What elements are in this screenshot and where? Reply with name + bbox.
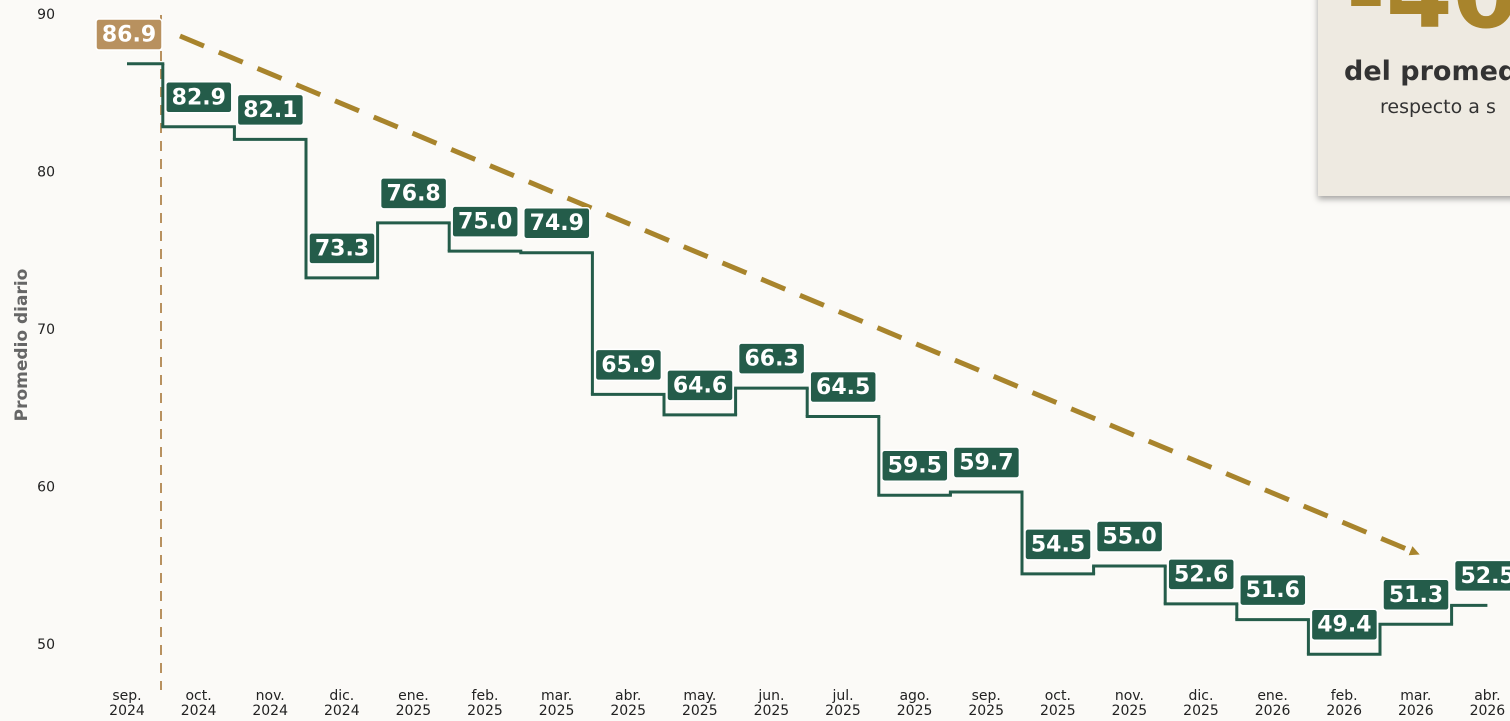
y-axis-title: Promedio diario bbox=[12, 269, 32, 422]
x-tick-label: feb. 2026 bbox=[1326, 688, 1362, 719]
value-label: 64.5 bbox=[809, 370, 877, 404]
x-tick-label: mar. 2025 bbox=[538, 688, 575, 719]
value-label: 66.3 bbox=[737, 342, 806, 375]
value-label: 49.4 bbox=[1310, 608, 1379, 641]
y-tick-label: 70 bbox=[37, 322, 55, 338]
y-tick-label: 90 bbox=[37, 7, 55, 23]
x-tick-label: nov. 2024 bbox=[252, 688, 288, 719]
value-label: 76.8 bbox=[379, 177, 448, 210]
value-label: 52.6 bbox=[1167, 558, 1235, 591]
x-tick-label: sep. 2025 bbox=[968, 688, 1004, 719]
x-tick-label: oct. 2024 bbox=[180, 688, 217, 719]
y-tick-label: 80 bbox=[37, 164, 55, 180]
y-tick-label: 50 bbox=[37, 637, 55, 653]
value-label: 75.0 bbox=[451, 205, 519, 238]
value-label-box bbox=[666, 369, 734, 402]
value-label-text: 82.1 bbox=[243, 98, 297, 123]
value-label-box bbox=[95, 18, 163, 51]
headline-card: -40 del promed respecto a s bbox=[1318, 0, 1510, 196]
value-label: 55.0 bbox=[1095, 520, 1164, 553]
x-tick-label: ene. 2026 bbox=[1254, 688, 1291, 719]
value-label-text: 52.5 bbox=[1460, 564, 1510, 589]
value-label-text: 51.6 bbox=[1246, 578, 1300, 603]
x-tick-label: feb. 2025 bbox=[467, 688, 503, 719]
headline-text: del promed bbox=[1344, 56, 1510, 87]
x-tick-label: dic. 2025 bbox=[1183, 688, 1219, 719]
value-label: 74.9 bbox=[523, 206, 591, 240]
value-label-text: 64.6 bbox=[673, 373, 727, 398]
value-label-box bbox=[594, 348, 663, 382]
value-label-text: 66.3 bbox=[744, 347, 798, 372]
value-label-box bbox=[308, 232, 376, 265]
x-tick-label: abr. 2026 bbox=[1469, 688, 1506, 719]
x-tick-label: nov. 2025 bbox=[1111, 688, 1148, 719]
value-label-text: 86.9 bbox=[102, 23, 156, 48]
x-tick-label: dic. 2024 bbox=[323, 688, 360, 719]
value-label-text: 65.9 bbox=[601, 353, 655, 378]
value-label: 82.1 bbox=[236, 93, 305, 127]
value-label-box bbox=[451, 205, 519, 238]
x-tick-label: jun. 2025 bbox=[753, 688, 790, 719]
value-label-text: 75.0 bbox=[458, 210, 512, 235]
value-label-text: 59.5 bbox=[888, 454, 942, 479]
value-label-box bbox=[1239, 573, 1307, 607]
value-label-box bbox=[1095, 520, 1164, 553]
value-label-box bbox=[523, 206, 591, 240]
value-label: 86.9 bbox=[95, 18, 163, 51]
value-label-text: 51.3 bbox=[1389, 583, 1443, 608]
value-label: 51.6 bbox=[1239, 573, 1307, 607]
value-label-box bbox=[1024, 528, 1092, 561]
value-label-box bbox=[1382, 578, 1450, 612]
headline: -40 bbox=[1346, 0, 1510, 50]
y-tick-label: 60 bbox=[37, 479, 55, 495]
value-label-box bbox=[881, 449, 949, 482]
value-label-box bbox=[1310, 608, 1379, 641]
value-label: 59.5 bbox=[881, 449, 949, 482]
x-tick-label: abr. 2025 bbox=[610, 688, 646, 719]
value-label: 54.5 bbox=[1024, 528, 1092, 561]
value-label: 82.9 bbox=[165, 81, 233, 114]
value-label-text: 49.4 bbox=[1317, 613, 1371, 638]
x-tick-label: ago. 2025 bbox=[896, 688, 933, 719]
value-label-text: 52.6 bbox=[1174, 562, 1228, 587]
value-label-box bbox=[236, 93, 305, 127]
x-tick-label: sep. 2024 bbox=[109, 688, 145, 719]
x-tick-label: oct. 2025 bbox=[1039, 688, 1076, 719]
value-label-text: 64.5 bbox=[816, 375, 870, 400]
value-label-text: 54.5 bbox=[1031, 532, 1085, 557]
value-label-text: 74.9 bbox=[530, 211, 584, 236]
value-label-text: 73.3 bbox=[315, 236, 369, 261]
value-label-text: 82.9 bbox=[172, 85, 226, 110]
value-label-box bbox=[165, 81, 233, 114]
value-label-box bbox=[1453, 559, 1510, 593]
value-label-box bbox=[952, 446, 1021, 479]
value-label: 73.3 bbox=[308, 232, 376, 265]
value-label: 51.3 bbox=[1382, 578, 1450, 612]
trend-arrow bbox=[179, 33, 1420, 556]
value-label: 65.9 bbox=[594, 348, 663, 382]
x-tick-label: may. 2025 bbox=[681, 688, 718, 719]
x-tick-label: mar. 2026 bbox=[1397, 688, 1434, 719]
value-label: 52.5 bbox=[1453, 559, 1510, 593]
headline-subtext: respecto a s bbox=[1380, 96, 1496, 118]
value-label-text: 55.0 bbox=[1102, 525, 1156, 550]
x-tick-label: jul. 2025 bbox=[825, 688, 861, 719]
value-label-box bbox=[1167, 558, 1235, 591]
value-label-text: 59.7 bbox=[959, 451, 1013, 476]
value-label-text: 76.8 bbox=[386, 181, 440, 206]
value-label-box bbox=[737, 342, 806, 375]
x-tick-label: ene. 2025 bbox=[395, 688, 432, 719]
value-label: 59.7 bbox=[952, 446, 1021, 479]
value-label-box bbox=[379, 177, 448, 210]
value-label-box bbox=[809, 370, 877, 404]
value-label: 64.6 bbox=[666, 369, 734, 402]
